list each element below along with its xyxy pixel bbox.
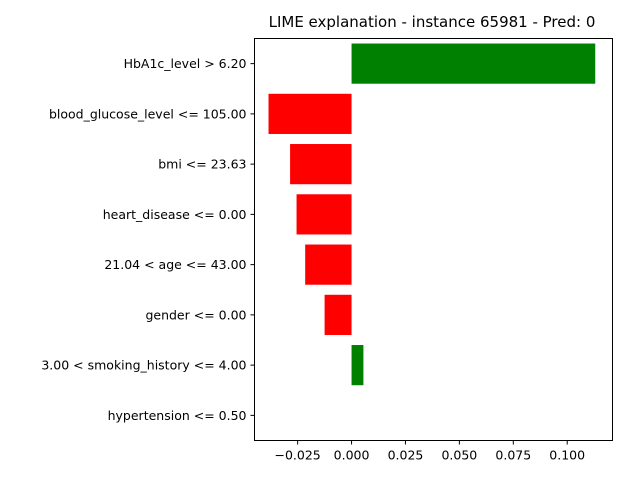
x-tick-label: 0.000	[334, 448, 370, 463]
y-tick-label: gender <= 0.00	[145, 307, 246, 322]
y-tick-labels: HbA1c_level > 6.20 blood_glucose_level <=…	[41, 56, 255, 423]
bar-2	[290, 144, 352, 185]
plot-frame	[254, 38, 613, 441]
bar-3	[296, 194, 352, 235]
bar-0	[351, 43, 596, 84]
bar-4	[305, 244, 352, 285]
bar-1	[268, 93, 352, 134]
x-tick-label: −0.025	[274, 448, 320, 463]
y-tick-label: bmi <= 23.63	[158, 157, 246, 172]
chart-title: LIME explanation - instance 65981 - Pred…	[269, 13, 596, 31]
y-tick-label: hypertension <= 0.50	[108, 408, 247, 423]
y-tick-label: 3.00 < smoking_history <= 4.00	[41, 358, 246, 373]
x-tick-label: 0.025	[388, 448, 424, 463]
x-tick-label: 0.075	[495, 448, 531, 463]
x-tick-label: 0.050	[441, 448, 477, 463]
bars-group	[268, 43, 596, 386]
y-tick-label: heart_disease <= 0.00	[103, 207, 247, 222]
y-tick-label: HbA1c_level > 6.20	[124, 56, 247, 71]
bar-6	[351, 345, 364, 386]
x-tick-label: 0.100	[549, 448, 585, 463]
bar-5	[324, 294, 352, 335]
x-ticks: −0.025 0.000 0.025 0.050 0.075 0.100	[274, 440, 585, 463]
y-tick-label: blood_glucose_level <= 105.00	[49, 106, 247, 121]
y-tick-label: 21.04 < age <= 43.00	[104, 257, 246, 272]
